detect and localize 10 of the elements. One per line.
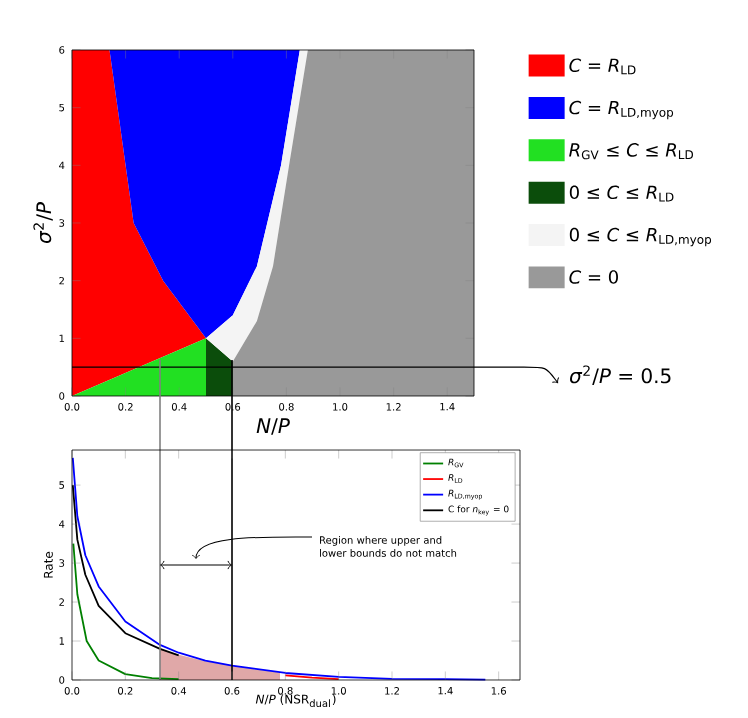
legend-label: C = R$_{LD,myop}$	[569, 100, 674, 120]
legend-label: C = R$_{LD}$	[569, 58, 636, 75]
x-axis-title: N/P	[256, 418, 290, 435]
legend-label: C = 0	[569, 270, 618, 284]
line-series	[72, 542, 180, 681]
legend-label: 0 ≤ C ≤ R$_{LD}$	[569, 185, 674, 202]
legend-label: 0 ≤ C ≤ R$_{LD,myop}$	[569, 227, 712, 247]
legend-label: R$_{GV}$ ≤ C ≤ R$_{LD}$	[569, 143, 693, 160]
y-axis-title: σ$^{2}$/P	[33, 202, 53, 243]
ref-line-label: σ$^{2}$/P = 0.5	[570, 365, 671, 385]
